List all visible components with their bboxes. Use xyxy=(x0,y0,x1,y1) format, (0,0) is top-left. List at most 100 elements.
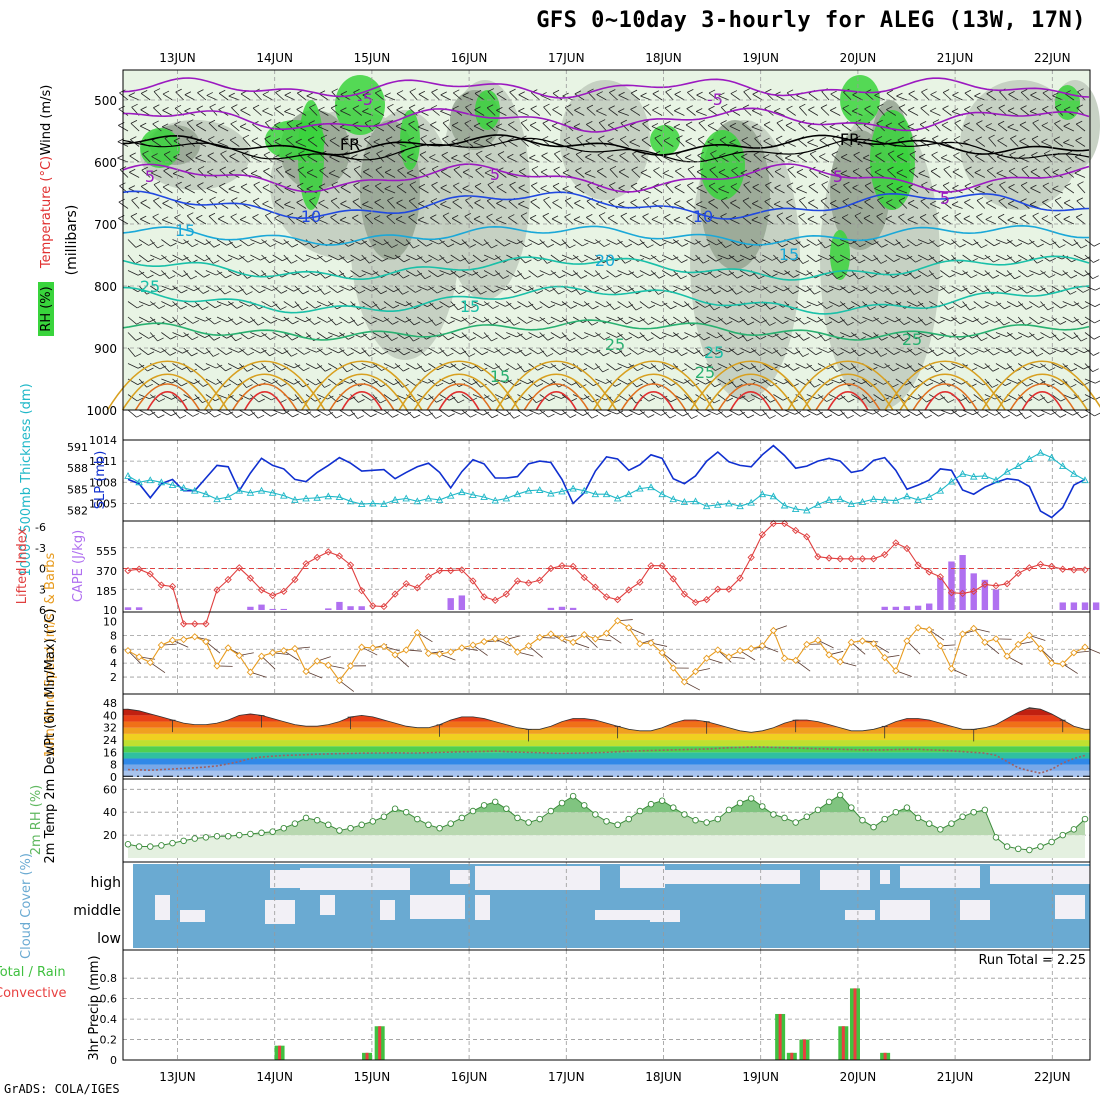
wind-barb xyxy=(295,410,305,415)
rh2m-point xyxy=(648,801,654,807)
wind-barb-flag xyxy=(826,415,832,418)
day-label-top: 20JUN xyxy=(840,51,877,65)
wind-speed-point xyxy=(748,646,754,652)
wind-speed-point xyxy=(459,645,465,651)
wind-barb-flag xyxy=(137,414,143,417)
slp-line xyxy=(128,446,1085,518)
wind-speed-point xyxy=(281,648,287,654)
wind-barb-flag xyxy=(982,414,988,417)
precip-tick-label: 0 xyxy=(110,1054,117,1067)
rh2m-point xyxy=(682,812,688,818)
rh2m-point xyxy=(248,831,254,837)
day-label-top: 14JUN xyxy=(256,51,293,65)
wind-speed-point xyxy=(470,642,476,648)
cloud-high-clear xyxy=(620,866,665,888)
pressure-axis-label: (millibars) xyxy=(64,205,80,276)
cape-bar xyxy=(258,605,264,610)
temperature-axis-label: 2m Temp 2m DewPt (6hr Min/Max) (°C) xyxy=(43,609,58,864)
wind-speed-point xyxy=(181,637,187,643)
contour-label: -5 xyxy=(707,90,723,109)
day-label-top: 15JUN xyxy=(354,51,391,65)
precip-convective-bar xyxy=(278,1046,281,1060)
rh2m-point xyxy=(459,815,465,821)
contour-label: 15 xyxy=(460,297,480,316)
cloud-panel xyxy=(133,862,1090,950)
cape-bar xyxy=(1060,602,1066,610)
rh2m-point xyxy=(192,836,198,842)
wind-panel-frame xyxy=(123,612,1090,694)
rh2m-point xyxy=(203,835,209,841)
rh2m-point xyxy=(837,792,843,798)
cape-tick-label: 370 xyxy=(96,565,117,578)
cloud-level-label: middle xyxy=(73,903,121,919)
rh2m-point xyxy=(570,793,576,799)
wind-barb-flag xyxy=(236,415,242,418)
wind-speed-point xyxy=(370,645,376,651)
wind-barb-flag xyxy=(726,414,732,417)
temp-bands xyxy=(123,697,1090,777)
rh-mid-region xyxy=(560,80,650,200)
temp-band xyxy=(123,709,1090,715)
rh2m-point xyxy=(337,828,343,834)
slp-panel xyxy=(123,440,1090,521)
wind-barb-flag xyxy=(592,415,598,418)
wind-barb xyxy=(339,410,348,416)
rh2m-point xyxy=(236,832,242,838)
lifted-index-tick-label: -6 xyxy=(35,521,46,534)
wind-barb xyxy=(885,410,895,415)
temperature-tick-label: 8 xyxy=(110,759,117,772)
rh2m-point xyxy=(637,808,643,814)
precip-convective-bar xyxy=(842,1026,845,1060)
cloud-middle-clear xyxy=(320,895,335,915)
rh2m-point xyxy=(259,830,265,836)
rh2m-point xyxy=(926,821,932,827)
contour-label: 20 xyxy=(595,251,615,270)
wind-barb xyxy=(940,410,950,414)
contour-label: 25 xyxy=(605,335,625,354)
cape-bar xyxy=(881,607,887,610)
wind-speed-point xyxy=(214,663,220,669)
wind-barb xyxy=(573,410,583,416)
precip-total-legend: Total / Rain xyxy=(0,965,66,980)
contour-label: 25 xyxy=(695,363,715,382)
cape-bar xyxy=(937,578,943,610)
rh-legend-label: RH (%) xyxy=(39,286,54,331)
day-label-bottom: 14JUN xyxy=(256,1070,293,1084)
day-label-bottom: 18JUN xyxy=(645,1070,682,1084)
rh2m-point xyxy=(136,844,142,850)
rh2m-point xyxy=(537,816,543,822)
cape-bar xyxy=(1093,602,1099,610)
wind-barb xyxy=(139,410,149,415)
cape-bar xyxy=(926,604,932,610)
rh2m-point xyxy=(715,816,721,822)
rh2m-point xyxy=(1071,827,1077,833)
precip-convective-bar xyxy=(378,1026,381,1060)
rh2m-point xyxy=(938,827,944,833)
wind-barb-flag xyxy=(527,413,533,416)
wind-barb-10m xyxy=(150,662,165,672)
rh2m-point xyxy=(693,817,699,823)
wind-barb-flag xyxy=(605,413,611,416)
wind-speed-point xyxy=(592,636,598,642)
rh2m-point xyxy=(326,822,332,828)
cape-bar xyxy=(448,598,454,610)
wind-barb-flag xyxy=(1004,415,1010,418)
wind-barb-flag xyxy=(492,415,498,418)
cloud-high-clear xyxy=(660,870,800,884)
temp-band xyxy=(123,752,1090,758)
wind-barb-flag xyxy=(570,415,576,418)
rh2m-point xyxy=(270,829,276,835)
wind-barb xyxy=(807,410,817,415)
rh2m-point xyxy=(982,807,988,813)
rh2m-point xyxy=(604,819,610,825)
wind-barb-flag xyxy=(848,415,854,418)
rh2m-point xyxy=(214,833,220,839)
rh2m-point xyxy=(147,844,153,850)
cloud-middle-clear xyxy=(595,910,655,920)
contour-label: 15 xyxy=(490,367,510,386)
rh2m-point xyxy=(748,796,754,802)
precip-tick-label: 0.4 xyxy=(100,1013,118,1026)
rh2m-point xyxy=(448,821,454,827)
rh2m-point xyxy=(670,805,676,811)
thickness-tick-label: 588 xyxy=(67,462,88,475)
